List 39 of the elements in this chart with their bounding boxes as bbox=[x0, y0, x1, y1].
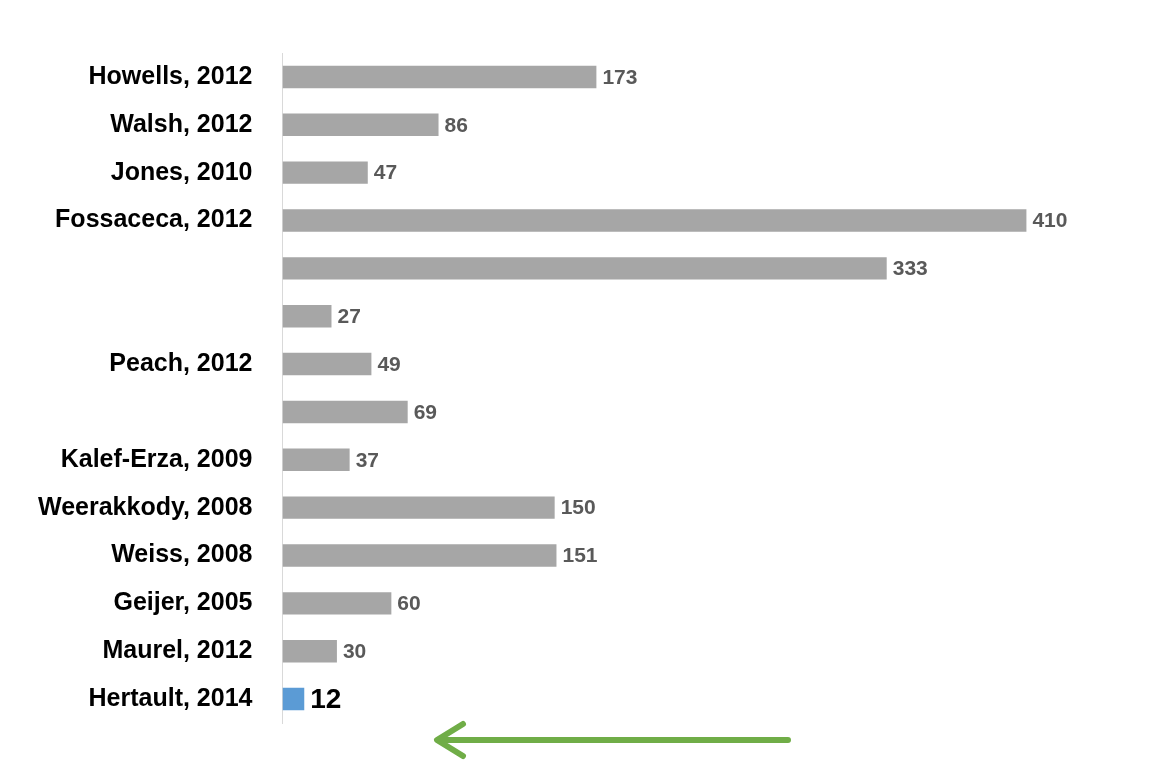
data-label: 69 bbox=[413, 399, 438, 423]
data-label: 49 bbox=[377, 351, 401, 375]
bar bbox=[282, 640, 337, 663]
bar bbox=[282, 687, 305, 711]
data-label: 47 bbox=[373, 160, 398, 184]
data-label: 12 bbox=[310, 682, 342, 714]
data-label: 333 bbox=[892, 256, 928, 280]
y-tick-label: Kalef-Erza, 2009 bbox=[60, 443, 253, 472]
y-tick-label: Weerakkody, 2008 bbox=[37, 491, 253, 520]
y-tick-label: Howells, 2012 bbox=[88, 60, 253, 89]
bar bbox=[282, 592, 392, 615]
bar bbox=[282, 496, 555, 519]
data-label: 150 bbox=[560, 495, 596, 519]
bar bbox=[282, 161, 368, 184]
data-label: 60 bbox=[397, 591, 421, 615]
bar bbox=[282, 257, 887, 280]
y-tick-label: Geijer, 2005 bbox=[113, 587, 253, 616]
data-label: 173 bbox=[602, 64, 638, 88]
data-label: 410 bbox=[1032, 208, 1068, 232]
bar bbox=[282, 209, 1027, 232]
bar bbox=[282, 113, 439, 136]
y-tick-label: Peach, 2012 bbox=[109, 347, 253, 376]
y-tick-label: Walsh, 2012 bbox=[110, 108, 253, 137]
bar bbox=[282, 65, 597, 89]
data-label: 30 bbox=[342, 639, 367, 663]
y-tick-label: Maurel, 2012 bbox=[102, 635, 253, 664]
y-tick-label: Weiss, 2008 bbox=[111, 539, 253, 568]
bar bbox=[282, 305, 332, 328]
y-tick-label: Jones, 2010 bbox=[110, 156, 253, 185]
data-label: 86 bbox=[444, 112, 468, 136]
data-label: 151 bbox=[562, 543, 598, 567]
bar bbox=[282, 352, 372, 376]
y-tick-label: Hertault, 2014 bbox=[88, 682, 253, 711]
bar bbox=[282, 544, 557, 567]
bar bbox=[282, 448, 350, 471]
y-tick-label: Fossaceca, 2012 bbox=[55, 204, 253, 233]
data-label: 37 bbox=[355, 447, 379, 471]
bar bbox=[282, 400, 408, 424]
data-label: 27 bbox=[337, 304, 361, 328]
